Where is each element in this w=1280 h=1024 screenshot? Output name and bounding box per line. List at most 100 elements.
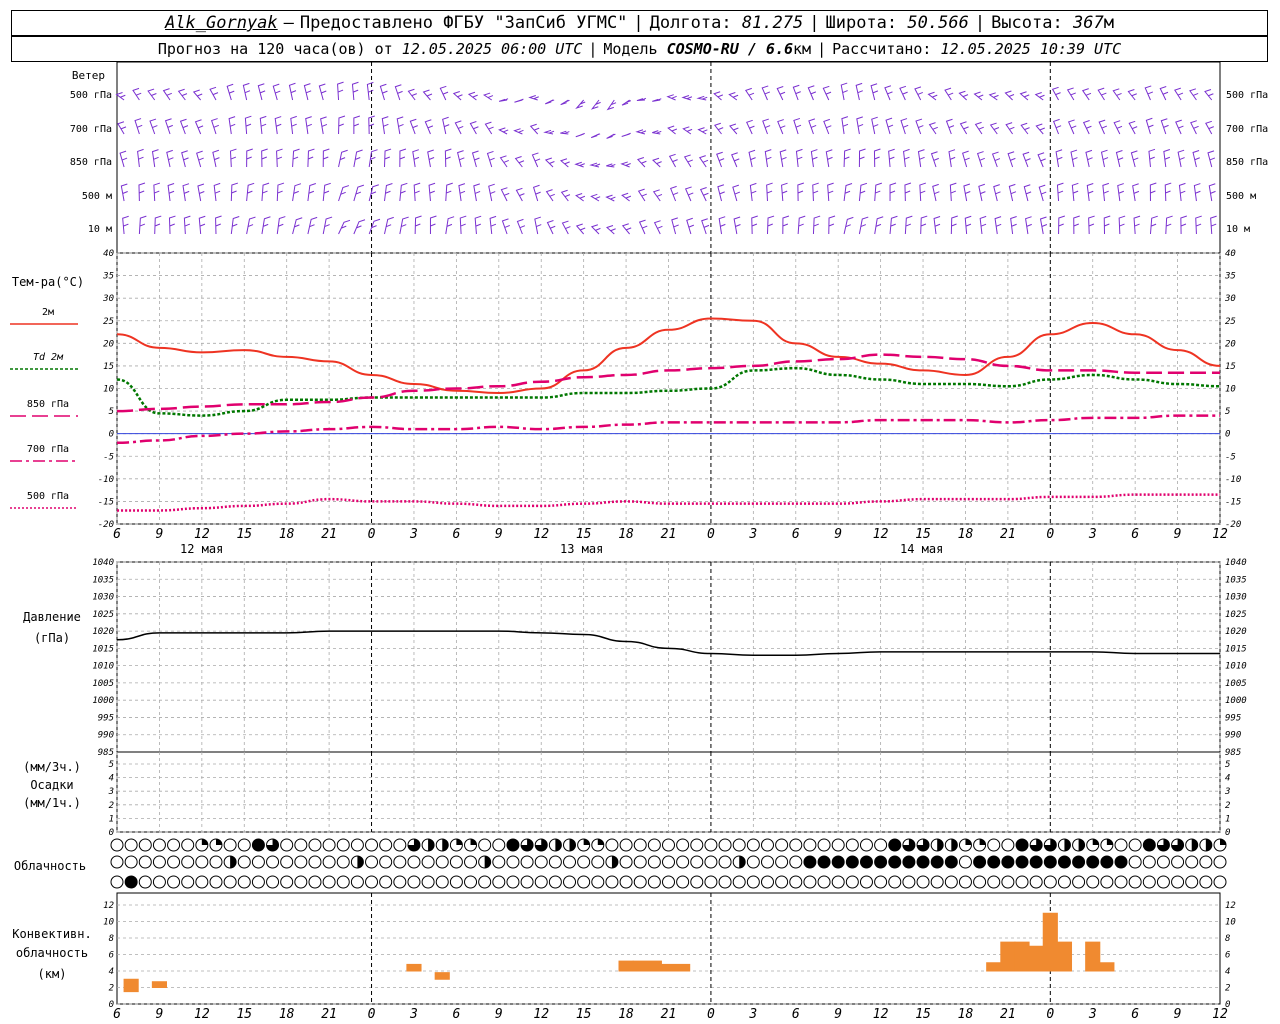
- wind-barb-icon: [899, 85, 908, 101]
- hour-tick-label: 21: [1000, 1007, 1016, 1022]
- cloud-cover-icon: [619, 875, 633, 889]
- wind-level-label-right: 850 гПа: [1226, 157, 1268, 168]
- wind-barb-icon: [164, 118, 173, 135]
- conv-tick-left: 2: [109, 984, 114, 994]
- wind-barb-icon: [516, 218, 526, 235]
- wind-barb-icon: [958, 90, 969, 101]
- wind-barb-icon: [261, 148, 268, 168]
- cloud-cover-icon: [633, 855, 647, 869]
- wind-barb-icon: [1086, 183, 1094, 202]
- cloud-cover-icon: [1001, 875, 1015, 889]
- wind-barb-icon: [636, 157, 647, 168]
- cloud-cover-icon: [379, 875, 393, 889]
- wind-barb-icon: [1205, 120, 1214, 135]
- cloud-cover-icon: [379, 855, 393, 869]
- wind-barb-icon: [338, 115, 346, 135]
- legend-label: 850 гПа: [27, 399, 69, 410]
- wind-barb-icon: [1193, 183, 1201, 202]
- wind-barb-icon: [979, 215, 987, 235]
- wind-barb-icon: [621, 192, 632, 202]
- temp-tick-right: 15: [1225, 362, 1236, 372]
- cloud-cover-icon: [308, 855, 322, 869]
- wind-barb-icon: [950, 215, 958, 235]
- cloud-cover-icon: [930, 875, 944, 889]
- precip-tick-right: 1: [1225, 814, 1230, 824]
- wind-barb-icon: [904, 182, 912, 202]
- wind-barb-icon: [384, 183, 393, 202]
- conv-bar: [1000, 941, 1016, 972]
- wind-barb-icon: [698, 155, 709, 168]
- wind-barb-icon: [858, 216, 869, 235]
- hour-tick-label: 3: [748, 1007, 757, 1022]
- wind-barb-icon: [138, 182, 146, 202]
- hour-tick-label: 9: [834, 1007, 842, 1022]
- wind-barb-icon: [244, 115, 252, 135]
- hour-tick-label: 18: [279, 527, 295, 542]
- cloud-cover-icon: [930, 838, 944, 852]
- temp-tick-right: -5: [1225, 452, 1236, 462]
- wind-barb-icon: [498, 98, 509, 102]
- wind-barb-icon: [871, 116, 879, 135]
- cloud-cover-icon: [690, 838, 704, 852]
- wind-barb-icon: [384, 216, 394, 235]
- wind-barb-icon: [1035, 123, 1045, 135]
- cloud-cover-icon: [973, 855, 987, 869]
- conv-bar: [434, 972, 450, 980]
- wind-barb-icon: [671, 217, 679, 235]
- cloud-cover-icon: [407, 875, 421, 889]
- wind-barb-icon: [589, 162, 601, 168]
- conv-tick-left: 0: [109, 1000, 114, 1010]
- wind-barb-icon: [337, 81, 344, 101]
- wind-barb-icon: [812, 215, 821, 235]
- cloud-cover-icon: [251, 838, 265, 852]
- conv-tick-left: 10: [103, 918, 114, 928]
- pressure-tick-left: 1025: [92, 610, 114, 620]
- wind-barb-icon: [213, 182, 221, 202]
- cloud-cover-icon: [322, 838, 336, 852]
- temp-tick-left: -20: [98, 520, 114, 530]
- wind-barb-icon: [1144, 85, 1154, 101]
- precip-tick-left: 4: [109, 774, 114, 784]
- cloud-cover-icon: [280, 875, 294, 889]
- wind-barb-icon: [242, 82, 251, 101]
- wind-barb-icon: [246, 182, 255, 202]
- forecast-label: Прогноз на 120 часа(ов) от: [157, 40, 393, 58]
- wind-barb-icon: [1204, 89, 1214, 101]
- cloud-cover-icon: [987, 855, 1001, 869]
- wind-barb-icon: [637, 188, 647, 202]
- wind-barb-icon: [919, 182, 927, 202]
- temp-tick-left: -10: [98, 475, 114, 485]
- temp-tick-left: 15: [103, 362, 114, 372]
- wind-barb-icon: [682, 126, 693, 135]
- cloud-cover-icon: [973, 875, 987, 889]
- wind-barb-icon: [1097, 87, 1107, 101]
- wind-barb-icon: [900, 118, 909, 135]
- conv-tick-right: 2: [1225, 984, 1230, 994]
- wind-barb-icon: [732, 184, 741, 202]
- wind-barb-icon: [561, 220, 571, 235]
- wind-level-label-left: 10 м: [88, 224, 112, 235]
- wind-barb-icon: [1098, 119, 1108, 135]
- header-line-2: Прогноз на 120 часа(ов) от 12.05.2025 06…: [11, 36, 1268, 62]
- wind-barb-icon: [168, 215, 176, 235]
- wind-barb-icon: [1019, 91, 1030, 101]
- cloud-cover-icon: [817, 875, 831, 889]
- wind-barb-icon: [606, 225, 616, 235]
- wind-barb-icon: [353, 149, 363, 168]
- conv-bar: [618, 960, 634, 972]
- pressure-tick-left: 1035: [92, 575, 114, 585]
- wind-barb-icon: [456, 150, 465, 168]
- cloud-cover-icon: [1142, 875, 1156, 889]
- temp-tick-right: 30: [1224, 294, 1236, 304]
- wind-barb-icon: [428, 182, 436, 202]
- cloud-cover-icon: [1043, 838, 1057, 852]
- wind-barb-icon: [874, 216, 884, 235]
- cloud-cover-icon: [874, 855, 888, 869]
- wind-barb-icon: [515, 187, 525, 202]
- wind-barb-icon: [179, 118, 189, 135]
- cloud-cover-icon: [209, 855, 223, 869]
- wind-title: Ветер: [72, 69, 105, 82]
- temp-tick-left: 0: [109, 430, 114, 440]
- cloud-cover-icon: [350, 855, 364, 869]
- wind-barb-icon: [930, 151, 939, 168]
